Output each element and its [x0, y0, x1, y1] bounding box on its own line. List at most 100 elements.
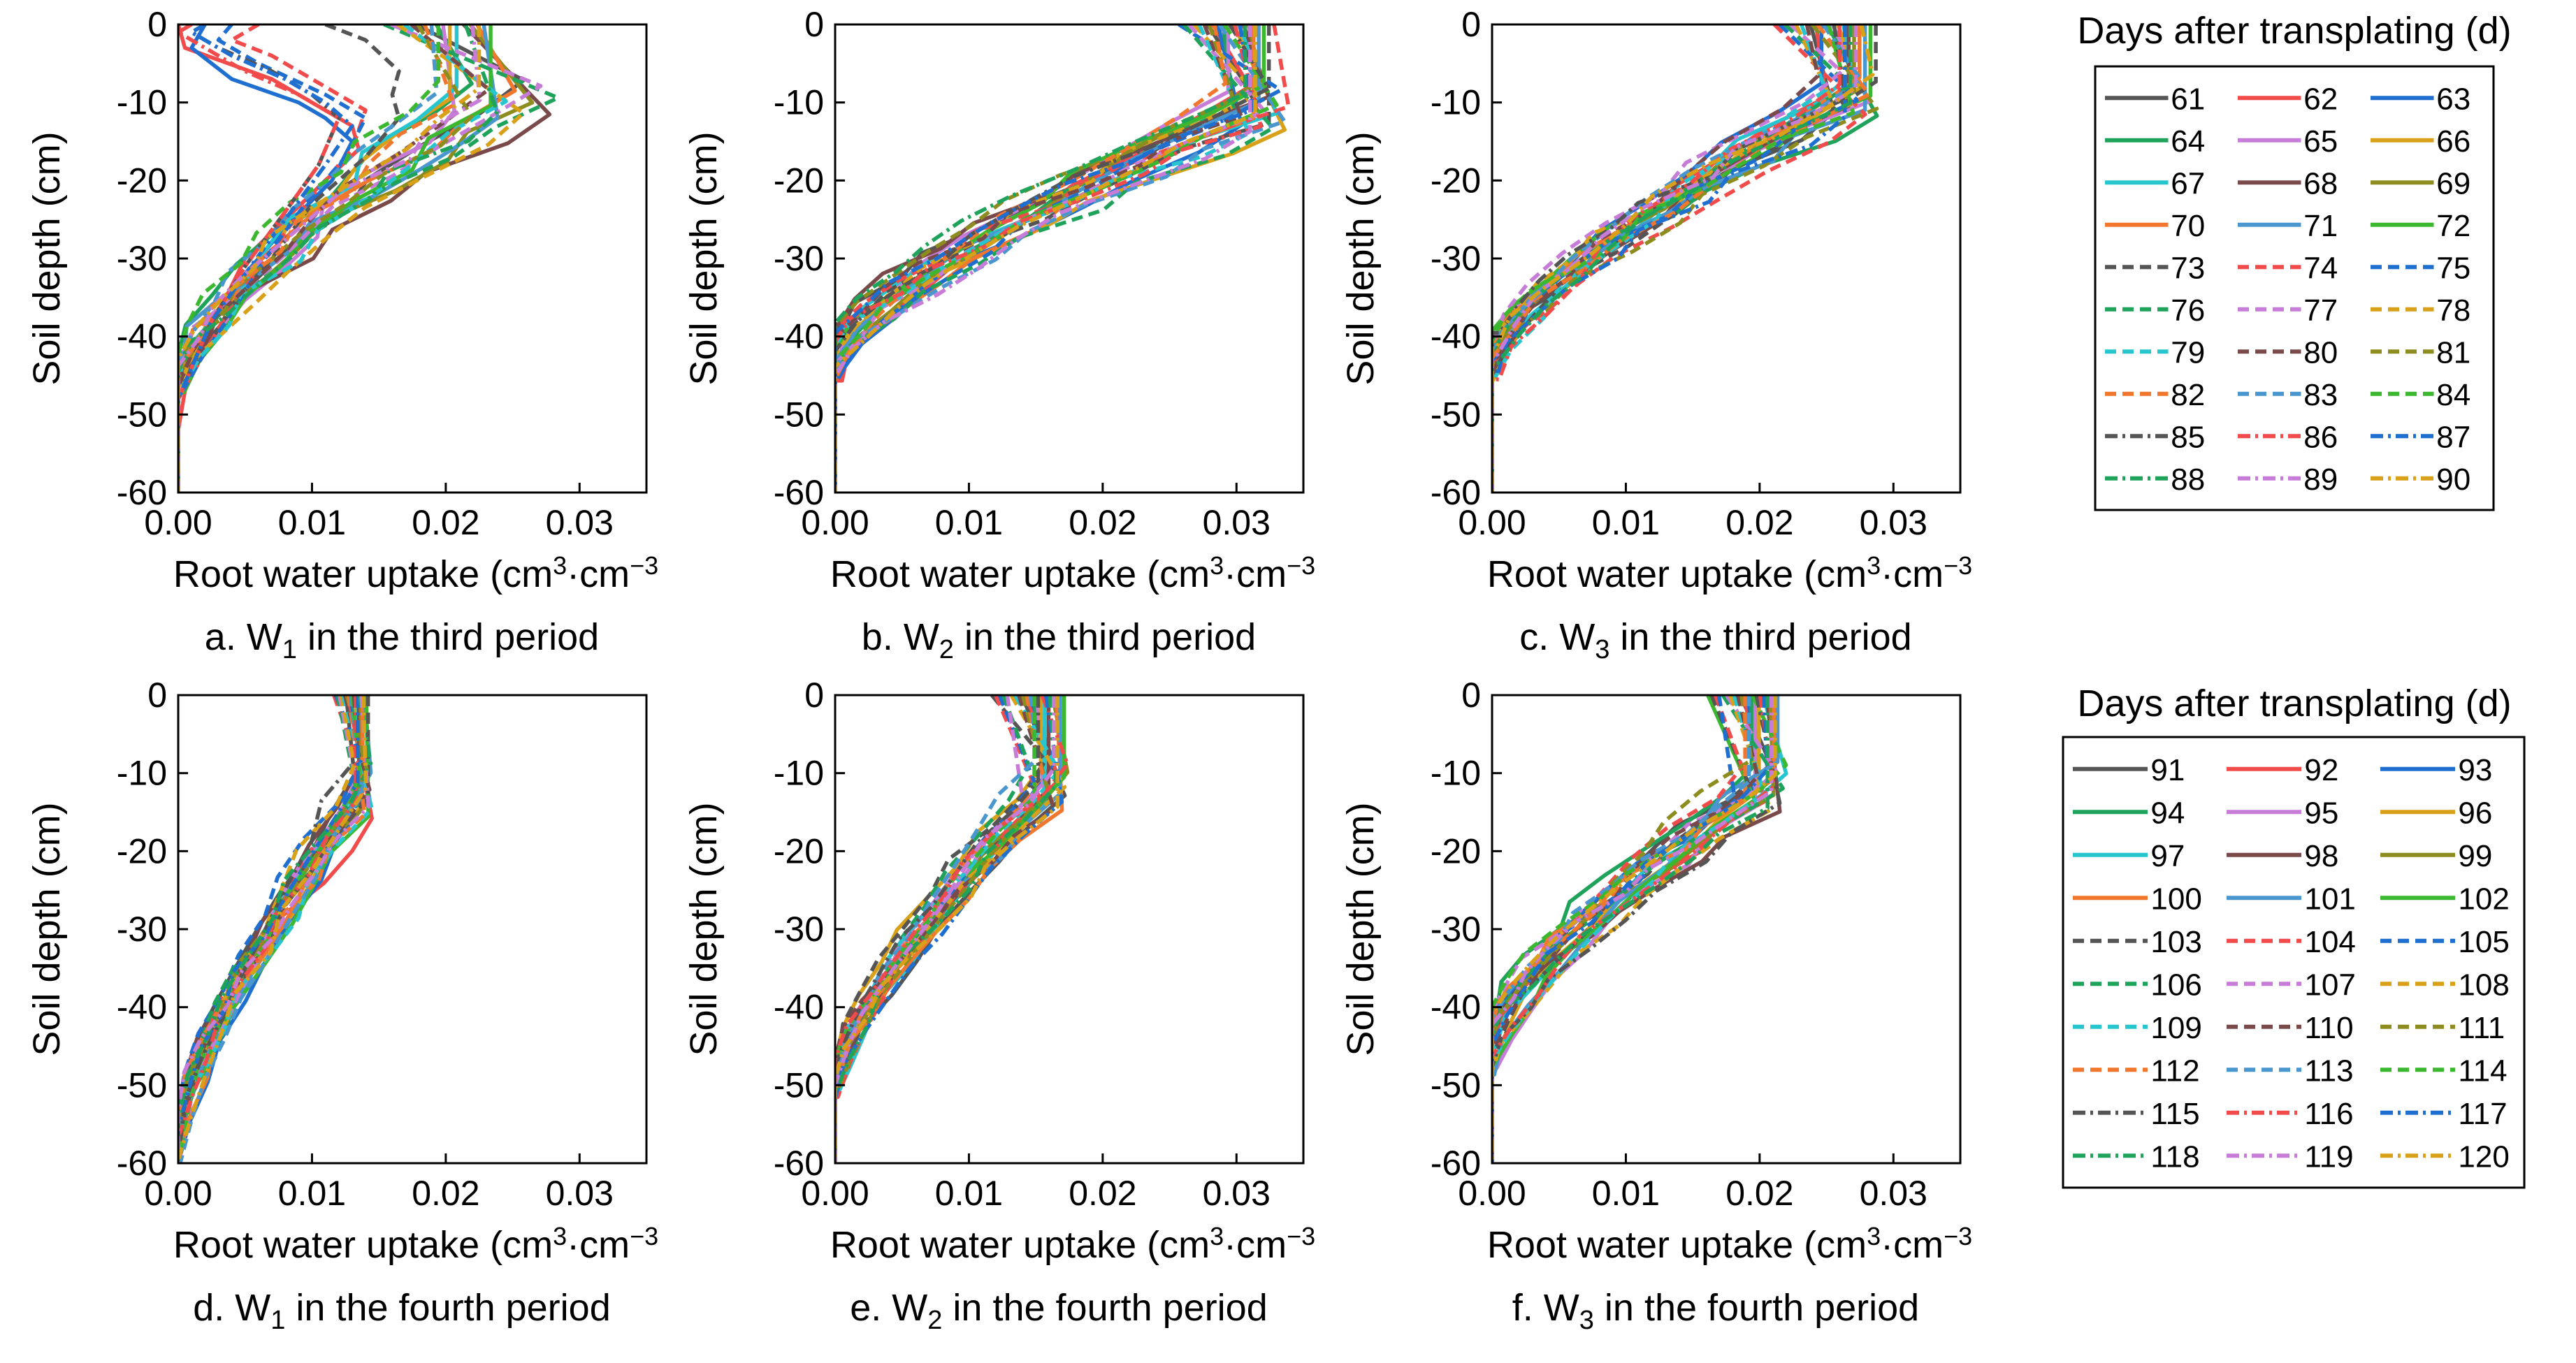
series-line-day-85 [1492, 24, 1848, 493]
series-line-day-120 [835, 695, 1059, 1163]
legend-label: 116 [2304, 1097, 2353, 1131]
y-tick-label: 0 [804, 5, 824, 44]
legend-label: 108 [2458, 968, 2509, 1002]
series-line-day-114 [1492, 695, 1788, 1163]
x-tick-label: 0.01 [935, 503, 1003, 542]
y-tick-label: -30 [1431, 239, 1481, 278]
series-line-day-80 [835, 24, 1243, 493]
x-tick-label: 0.03 [1203, 503, 1271, 542]
legend-label: 77 [2303, 293, 2338, 328]
x-tick-label: 0.01 [935, 1174, 1003, 1213]
legend-label: 71 [2303, 209, 2338, 243]
y-tick-label: -30 [117, 910, 167, 949]
legend-item-day-83: 83 [2238, 378, 2338, 412]
y-tick-label: -40 [774, 317, 824, 356]
y-axis-label: Soil depth (cm) [683, 131, 725, 385]
y-tick-label: -50 [1431, 1065, 1481, 1105]
legend-item-day-105: 105 [2380, 925, 2510, 959]
series-line-day-102 [1492, 695, 1757, 1163]
series-line-day-64 [835, 24, 1236, 493]
legend-item-day-91: 91 [2073, 753, 2185, 787]
series-line-day-78 [835, 24, 1259, 493]
series-line-day-78 [1492, 24, 1836, 493]
legend-item-day-78: 78 [2371, 293, 2470, 328]
legend-item-day-63: 63 [2371, 82, 2470, 116]
chart-panel-f: 0 -10 -20 -30 -40 -50 -600.00 0.01 0.02 0.03 Soil … [1340, 676, 1972, 1335]
series-line-day-62 [178, 24, 361, 493]
y-tick-label: -10 [774, 754, 824, 793]
y-tick-label: -40 [1431, 317, 1481, 356]
series-line-day-81 [835, 24, 1236, 493]
series-line-day-68 [1492, 24, 1851, 493]
series-line-day-71 [1492, 24, 1867, 493]
legend-item-day-86: 86 [2238, 420, 2338, 454]
x-tick-label: 0.03 [1860, 1174, 1927, 1213]
series-line-day-61 [178, 24, 526, 493]
y-tick-label: -30 [774, 239, 824, 278]
legend-item-day-69: 69 [2371, 166, 2470, 201]
legend-label: 84 [2436, 378, 2470, 412]
legend-label: 80 [2303, 335, 2338, 370]
y-tick-label: -20 [1431, 831, 1481, 870]
series-line-day-69 [835, 24, 1264, 493]
panel-caption: a. W1 in the third period [205, 616, 599, 664]
legend-label: 73 [2171, 251, 2205, 285]
legend-label: 96 [2458, 796, 2492, 830]
legend-item-day-81: 81 [2371, 335, 2470, 370]
legend-label: 94 [2150, 796, 2185, 830]
series-line-day-71 [835, 24, 1261, 493]
y-tick-label: -60 [117, 1144, 167, 1183]
legend-label: 117 [2458, 1097, 2507, 1131]
series-line-day-79 [835, 24, 1252, 493]
legend-item-day-110: 110 [2227, 1011, 2354, 1045]
y-tick-label: -40 [117, 317, 167, 356]
legend-label: 90 [2436, 462, 2470, 497]
series-line-day-73 [1492, 24, 1878, 493]
legend-label: 82 [2171, 378, 2205, 412]
legend-item-day-104: 104 [2227, 925, 2356, 959]
legend-item-day-61: 61 [2105, 82, 2205, 116]
series-line-day-65 [178, 24, 456, 493]
y-tick-label: -20 [1431, 161, 1481, 200]
series-line-day-63 [835, 24, 1244, 493]
series-line-day-84 [178, 24, 440, 493]
legend-label: 120 [2458, 1139, 2509, 1174]
series-line-day-119 [1492, 695, 1774, 1163]
series-group [1492, 24, 1879, 493]
legend-label: 63 [2436, 82, 2470, 116]
legend-item-day-94: 94 [2073, 796, 2185, 830]
series-line-day-67 [178, 24, 459, 493]
legend-item-day-115: 115 [2073, 1097, 2200, 1131]
legend-label: 74 [2303, 251, 2338, 285]
chart-panel-a: 0 -10 -20 -30 -40 -50 -600.00 0.01 0.02 0.03 Soil … [26, 5, 658, 664]
y-tick-label: -50 [774, 1065, 824, 1105]
panel-caption: b. W2 in the third period [862, 616, 1256, 664]
x-tick-label: 0.02 [412, 1174, 479, 1213]
y-tick-label: 0 [804, 676, 824, 715]
series-line-day-61 [835, 24, 1259, 493]
y-tick-label: -20 [774, 831, 824, 870]
y-tick-label: -50 [774, 395, 824, 434]
legend-label: 107 [2304, 968, 2355, 1002]
y-axis-label: Soil depth (cm) [26, 802, 68, 1056]
x-tick-label: 0.03 [1203, 1174, 1271, 1213]
series-line-day-112 [1492, 695, 1747, 1163]
series-line-day-116 [178, 695, 358, 1163]
panel-caption: c. W3 in the third period [1519, 616, 1911, 664]
series-line-day-85 [835, 24, 1271, 493]
legend-label: 79 [2171, 335, 2205, 370]
series-line-day-104 [1492, 695, 1744, 1163]
series-line-day-119 [835, 695, 1056, 1163]
y-tick-label: -20 [117, 831, 167, 870]
series-line-day-87 [1492, 24, 1847, 493]
series-line-day-83 [835, 24, 1287, 493]
series-line-day-117 [1492, 695, 1770, 1163]
legend-item-day-118: 118 [2073, 1139, 2200, 1174]
series-line-day-87 [178, 24, 354, 493]
legend-item-day-114: 114 [2380, 1054, 2508, 1088]
series-line-day-62 [835, 24, 1252, 493]
legend-item-day-75: 75 [2371, 251, 2470, 285]
y-tick-label: -60 [1431, 473, 1481, 512]
series-line-day-66 [835, 24, 1287, 493]
x-axis-label: Root water uptake (cm3·cm−3 [1487, 1222, 1972, 1266]
